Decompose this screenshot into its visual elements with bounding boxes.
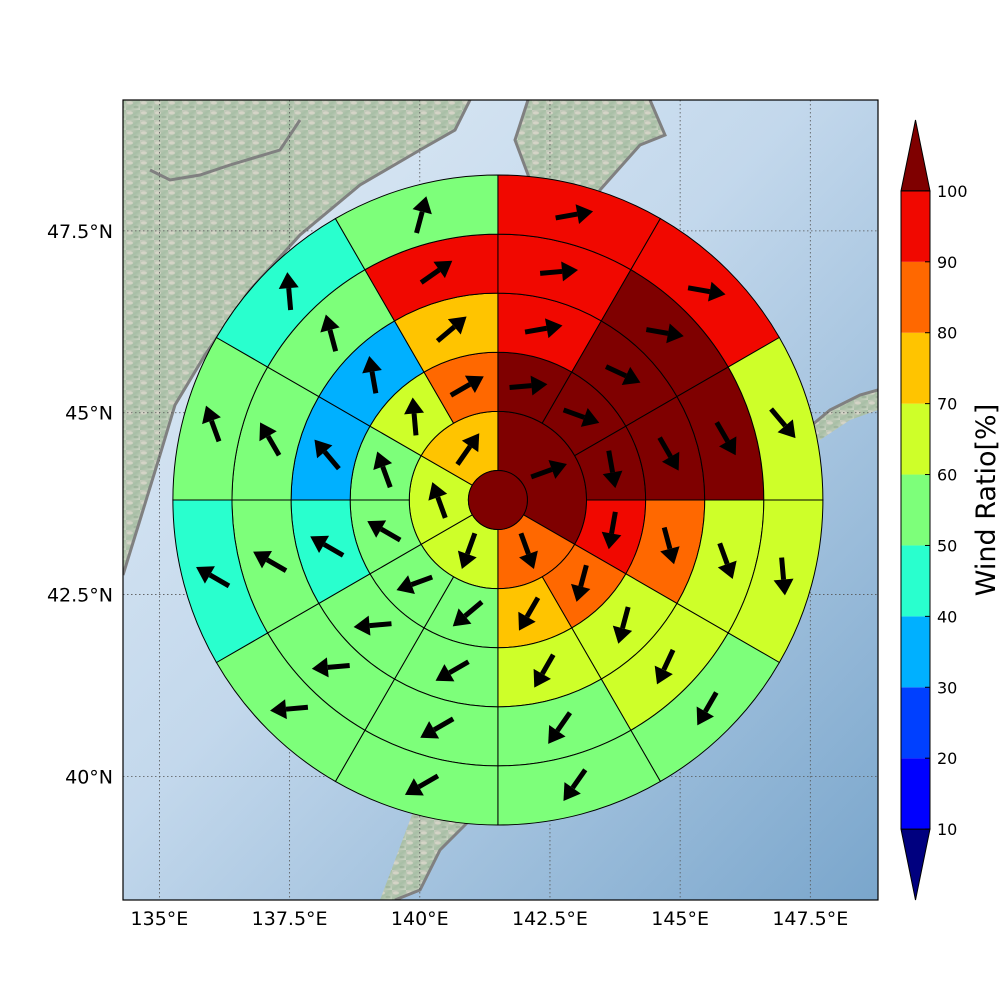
lon-tick-label: 135°E xyxy=(131,908,189,930)
colorbar-outline xyxy=(900,190,931,830)
lat-tick-label: 45°N xyxy=(65,403,113,425)
colorbar-band-3 xyxy=(901,616,930,688)
wind-arrow xyxy=(278,272,299,311)
colorbar-band-1 xyxy=(901,758,930,830)
wind-arrow xyxy=(404,397,425,436)
wind-arrow xyxy=(420,716,455,739)
wind-arrow xyxy=(419,260,453,285)
wind-arrow xyxy=(717,542,737,580)
wind-arrow xyxy=(320,314,340,352)
colorbar-band-2 xyxy=(901,687,930,759)
wind-arrow xyxy=(555,204,594,224)
wind-arrow xyxy=(518,532,538,570)
lon-tick-label: 140°E xyxy=(391,908,449,930)
colorbar-tick-label: 30 xyxy=(937,678,957,697)
colorbar-band-5 xyxy=(901,474,930,546)
polar-sector-layer xyxy=(172,174,824,826)
wind-arrow xyxy=(571,564,591,602)
wind-arrow xyxy=(548,711,573,744)
mainland-land xyxy=(123,100,470,575)
wind-arrow xyxy=(404,773,440,796)
wind-arrow xyxy=(270,699,309,720)
colorbar-tick-label: 20 xyxy=(937,749,957,768)
colorbar: 10 20 30 40 50 60 70 80 90 100 xyxy=(900,119,968,901)
wind-arrow xyxy=(396,574,434,594)
lon-tick-label: 142.5°E xyxy=(512,908,588,930)
wind-arrow xyxy=(373,451,393,489)
wind-arrow xyxy=(524,318,563,339)
colorbar-tick-label: 10 xyxy=(937,820,957,839)
wind-arrow xyxy=(457,532,478,570)
wind-arrow xyxy=(563,768,588,801)
lat-tick-label: 40°N xyxy=(65,766,113,788)
map-axes xyxy=(123,100,878,900)
wind-arrow xyxy=(530,460,567,480)
colorbar-band-10 xyxy=(900,119,931,192)
wind-arrow xyxy=(452,600,484,627)
wind-arrow xyxy=(602,450,623,489)
colorbar-band-9 xyxy=(901,190,930,262)
latitude-tick-labels: 47.5°N 45°N 42.5°N 40°N xyxy=(47,221,113,788)
wind-arrow xyxy=(509,375,548,396)
wind-arrow xyxy=(562,407,600,427)
wind-arrow xyxy=(601,511,622,550)
wind-arrow xyxy=(310,535,345,558)
colorbar-band-0 xyxy=(900,828,931,901)
wind-arrow xyxy=(449,375,484,398)
wind-arrow xyxy=(353,615,392,636)
colorbar-title: Wind Ratio[%] xyxy=(971,404,1000,596)
wind-arrow xyxy=(539,261,578,282)
wind-arrow xyxy=(202,405,222,443)
wind-arrow xyxy=(428,482,448,519)
colorbar-tick-label: 90 xyxy=(937,253,957,272)
wind-arrow xyxy=(311,657,350,678)
wind-arrow xyxy=(696,691,719,726)
colorbar-tick-label: 70 xyxy=(937,395,957,414)
wind-arrow xyxy=(660,526,680,565)
wind-arrow xyxy=(773,557,794,596)
wind-arrow xyxy=(654,648,676,685)
wind-arrow xyxy=(362,355,382,394)
colorbar-tick-label: 50 xyxy=(937,536,957,555)
center-disk xyxy=(467,469,528,531)
wind-arrow xyxy=(455,433,480,466)
lon-tick-label: 145°E xyxy=(651,908,709,930)
wind-arrow xyxy=(657,436,680,471)
lon-tick-label: 137.5°E xyxy=(252,908,328,930)
wind-arrow xyxy=(714,421,737,456)
colorbar-tick-label: 60 xyxy=(937,466,957,485)
colorbar-band-4 xyxy=(901,545,930,617)
colorbar-band-8 xyxy=(901,261,930,333)
colorbar-band-6 xyxy=(901,403,930,475)
wind-arrow-layer xyxy=(196,196,796,801)
lat-tick-label: 47.5°N xyxy=(47,221,113,243)
wind-arrow xyxy=(435,316,467,343)
wind-arrow xyxy=(196,566,231,589)
wind-arrow xyxy=(604,364,641,385)
wind-arrow xyxy=(533,653,556,688)
wind-arrow xyxy=(769,407,796,439)
colorbar-band-7 xyxy=(901,332,930,404)
wind-arrow xyxy=(645,323,684,344)
wind-arrow xyxy=(259,422,282,457)
map-frame xyxy=(122,99,879,901)
wind-arrow xyxy=(253,551,288,573)
colorbar-tick-label: 100 xyxy=(937,182,968,201)
colorbar-tick-label: 80 xyxy=(937,324,957,343)
wind-arrow xyxy=(518,596,541,631)
kuril-land xyxy=(800,390,878,440)
wind-arrow xyxy=(412,196,432,234)
wind-arrow xyxy=(367,520,402,543)
wind-arrow xyxy=(612,606,633,644)
wind-arrow xyxy=(687,281,726,302)
sector-ring5-11 xyxy=(334,174,499,271)
lon-tick-label: 147.5°E xyxy=(772,908,848,930)
colorbar-tick-label: 40 xyxy=(937,607,957,626)
wind-arrow xyxy=(314,439,341,471)
longitude-tick-labels: 135°E 137.5°E 140°E 142.5°E 145°E 147.5°E xyxy=(131,908,849,930)
wind-arrow xyxy=(435,659,470,682)
lat-tick-label: 42.5°N xyxy=(47,585,113,607)
